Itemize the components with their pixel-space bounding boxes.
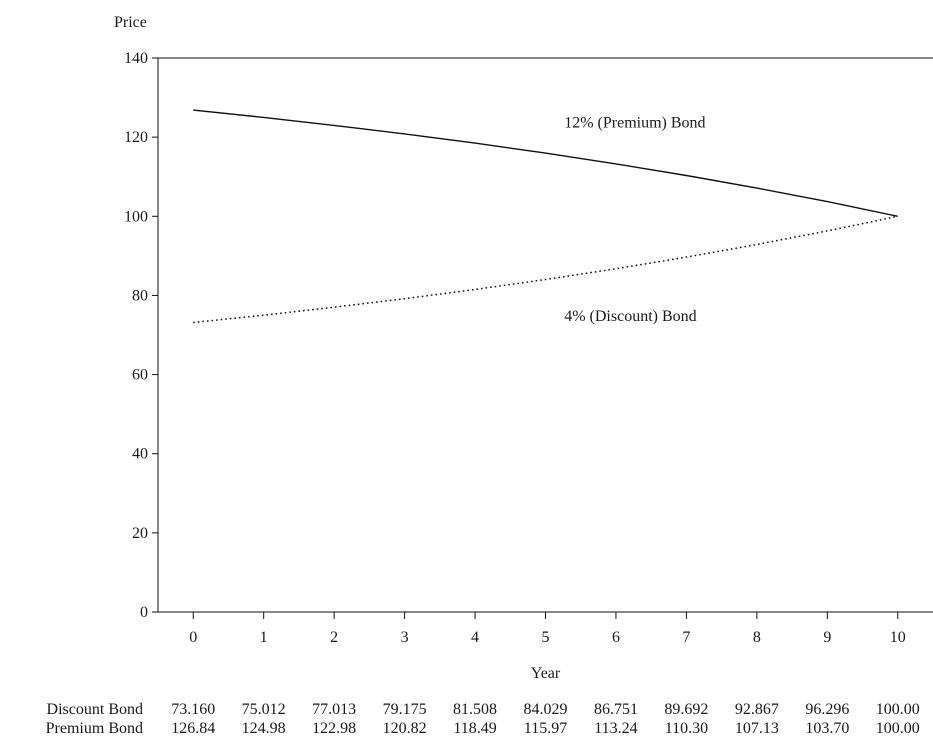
line-annotations: 12% (Premium) Bond 4% (Discount) Bond [564,114,705,325]
table-cell: 100.00 [876,701,920,718]
table-cell: 73.160 [171,701,215,718]
table-cell: 115.97 [524,720,567,737]
table-cell: 107.13 [735,720,779,737]
table-cell: 86.751 [594,701,638,718]
table-cell: 92.867 [735,701,779,718]
table-cell: 75.012 [242,701,286,718]
table-cell: 113.24 [594,720,637,737]
x-axis-title: Year [531,665,561,682]
x-tick-label: 4 [471,629,479,646]
x-tick-label: 1 [260,629,268,646]
premium-bond-line [193,109,898,217]
x-tick-label: 2 [330,629,338,646]
table-cell: 118.49 [453,720,496,737]
series-lines [193,109,898,324]
y-tick-label: 0 [140,604,148,621]
table-row-label: Discount Bond [47,701,143,718]
x-tick-label: 8 [753,629,761,646]
table-cell: 103.70 [805,720,849,737]
x-tick-label: 0 [189,629,197,646]
premium-bond-annotation: 12% (Premium) Bond [564,114,705,131]
price-table: Discount Bond 73.160 75.012 77.013 79.175 81.… [46,701,920,737]
table-cell: 77.013 [312,701,356,718]
y-tick-label: 80 [132,287,148,304]
y-tick-label: 140 [124,50,148,67]
table-row-label: Premium Bond [46,720,143,737]
table-cell: 89.692 [664,701,708,718]
table-cell: 126.84 [171,720,215,737]
x-tick-label: 5 [542,629,550,646]
y-tick-label: 40 [132,446,148,463]
y-tick-label: 20 [132,525,148,542]
y-tick-label: 60 [132,367,148,384]
table-cell: 122.98 [312,720,356,737]
table-cell: 120.82 [383,720,427,737]
y-axis-title: Price [114,14,147,31]
table-cell: 100.00 [876,720,920,737]
axes: 0 20 40 60 80 100 120 140 0 1 2 3 4 5 6 7 8 9 10 Price Year [114,14,933,682]
x-tick-label: 3 [401,629,409,646]
table-cell: 81.508 [453,701,497,718]
discount-bond-annotation: 4% (Discount) Bond [564,308,696,325]
table-cell: 96.296 [805,701,849,718]
table-cell: 124.98 [242,720,286,737]
x-tick-label: 10 [890,629,906,646]
x-tick-label: 9 [823,629,831,646]
x-tick-label: 7 [682,629,690,646]
y-tick-label: 120 [124,129,148,146]
table-cell: 79.175 [383,701,427,718]
table-cell: 84.029 [524,701,568,718]
table-cell: 110.30 [665,720,708,737]
discount-bond-line [193,215,898,324]
x-tick-label: 6 [612,629,620,646]
y-tick-label: 100 [124,208,148,225]
